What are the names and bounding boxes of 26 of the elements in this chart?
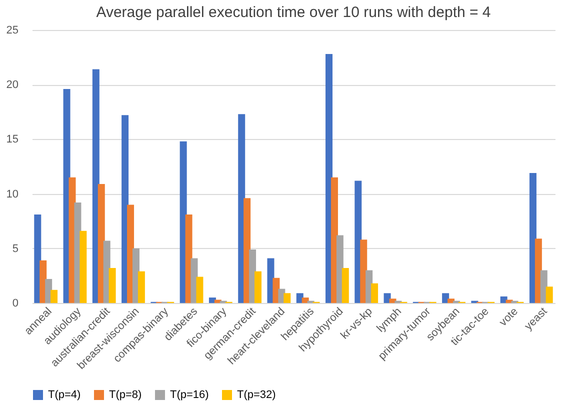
legend-label: T(p=8) (109, 389, 142, 401)
bar (448, 298, 455, 303)
bar (546, 286, 553, 303)
bar (302, 298, 309, 303)
y-tick-label: 0 (12, 298, 18, 310)
x-tick-label: vote (497, 306, 521, 329)
y-tick-label: 5 (12, 242, 18, 255)
chart-title: Average parallel execution time over 10 runs with depth = 4 (96, 4, 491, 21)
y-tick-label: 20 (6, 79, 18, 92)
bar (389, 298, 396, 303)
bar (442, 293, 450, 303)
bar (196, 276, 204, 303)
bar (371, 283, 378, 303)
bar (284, 293, 291, 303)
bar (342, 268, 349, 303)
legend-label: T(p=16) (170, 389, 209, 401)
bar (108, 268, 116, 303)
bar (50, 290, 58, 303)
legend-label: T(p=4) (48, 389, 81, 401)
y-tick-label: 10 (6, 188, 18, 200)
y-tick-label: 25 (6, 24, 18, 36)
bar (254, 271, 262, 303)
legend-label: T(p=32) (237, 389, 276, 401)
y-tick-label: 15 (6, 134, 18, 146)
bar (80, 230, 87, 303)
bar (138, 271, 145, 303)
